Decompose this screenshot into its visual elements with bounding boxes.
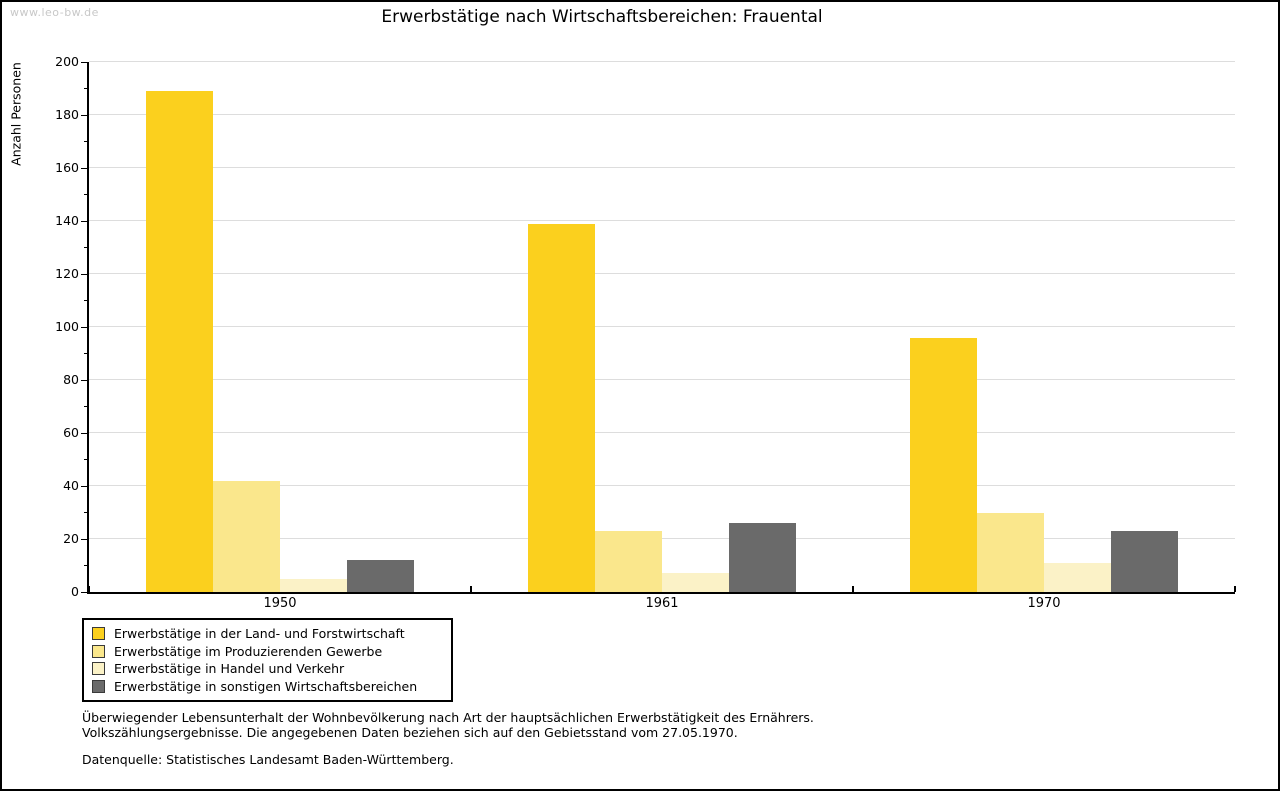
notes: Überwiegender Lebensunterhalt der Wohnbe… xyxy=(82,710,814,740)
legend-label: Erwerbstätige in der Land- und Forstwirt… xyxy=(114,626,405,642)
bar xyxy=(910,337,977,592)
category-label: 1970 xyxy=(1027,596,1061,611)
y-tick-label: 80 xyxy=(63,371,79,387)
y-minor-tick xyxy=(84,353,87,354)
y-major-tick xyxy=(81,432,87,434)
y-tick-label: 200 xyxy=(55,53,79,69)
y-major-tick xyxy=(81,485,87,487)
x-boundary-tick xyxy=(470,586,472,592)
y-major-tick xyxy=(81,114,87,116)
x-boundary-tick xyxy=(88,586,90,592)
y-minor-tick xyxy=(84,512,87,513)
y-minor-tick xyxy=(84,141,87,142)
y-major-tick xyxy=(81,326,87,328)
bar xyxy=(347,560,414,592)
bar xyxy=(595,531,662,592)
y-minor-tick xyxy=(84,194,87,195)
y-minor-tick xyxy=(84,300,87,301)
chart-title: Erwerbstätige nach Wirtschaftsbereichen:… xyxy=(381,7,823,27)
gridline xyxy=(89,273,1235,274)
gridline xyxy=(89,485,1235,486)
y-tick-label: 0 xyxy=(71,583,79,599)
bar xyxy=(213,480,280,592)
bar-group-1970 xyxy=(853,62,1235,592)
legend-swatch xyxy=(92,679,105,693)
gridline xyxy=(89,326,1235,327)
y-tick-label: 180 xyxy=(55,106,79,122)
legend-row: Erwerbstätige in sonstigen Wirtschaftsbe… xyxy=(92,678,443,696)
y-minor-tick xyxy=(84,88,87,89)
y-minor-tick xyxy=(84,247,87,248)
bar xyxy=(280,578,347,592)
gridline xyxy=(89,220,1235,221)
legend-swatch xyxy=(92,644,105,658)
x-boundary-tick xyxy=(852,586,854,592)
y-tick-label: 140 xyxy=(55,212,79,228)
legend-swatch xyxy=(92,627,105,641)
y-major-tick xyxy=(81,379,87,381)
gridline xyxy=(89,114,1235,115)
y-major-tick xyxy=(81,591,87,593)
category-label: 1950 xyxy=(263,596,297,611)
bar xyxy=(1111,531,1178,592)
x-boundary-tick xyxy=(1234,586,1236,592)
y-major-tick xyxy=(81,167,87,169)
data-source: Datenquelle: Statistisches Landesamt Bad… xyxy=(82,752,454,767)
bar xyxy=(1044,562,1111,592)
y-tick-label: 100 xyxy=(55,318,79,334)
y-tick-label: 60 xyxy=(63,424,79,440)
gridline xyxy=(89,61,1235,62)
y-minor-tick xyxy=(84,406,87,407)
note-line-1: Überwiegender Lebensunterhalt der Wohnbe… xyxy=(82,710,814,725)
note-line-2: Volkszählungsergebnisse. Die angegebenen… xyxy=(82,725,738,740)
y-major-tick xyxy=(81,538,87,540)
gridline xyxy=(89,432,1235,433)
legend: Erwerbstätige in der Land- und Forstwirt… xyxy=(82,618,453,702)
gridline xyxy=(89,167,1235,168)
watermark: www.leo-bw.de xyxy=(10,6,99,19)
bar xyxy=(662,573,729,592)
y-minor-tick xyxy=(84,459,87,460)
legend-row: Erwerbstätige in Handel und Verkehr xyxy=(92,660,443,678)
legend-swatch xyxy=(92,662,105,676)
y-major-tick xyxy=(81,61,87,63)
y-axis-title: Anzahl Personen xyxy=(8,62,24,166)
bar xyxy=(528,223,595,592)
y-tick-label: 160 xyxy=(55,159,79,175)
bar xyxy=(977,512,1044,592)
y-tick-label: 120 xyxy=(55,265,79,281)
plot-area: 0 20 40 60 80 100 120 140 160 180 200 1950 1961 1970 xyxy=(55,54,1236,611)
y-tick-label: 20 xyxy=(63,530,79,546)
gridline xyxy=(89,379,1235,380)
y-tick-label: 40 xyxy=(63,477,79,493)
y-minor-tick xyxy=(84,565,87,566)
y-major-tick xyxy=(81,273,87,275)
category-label: 1961 xyxy=(645,596,679,611)
legend-label: Erwerbstätige in sonstigen Wirtschaftsbe… xyxy=(114,678,418,694)
legend-row: Erwerbstätige im Produzierenden Gewerbe xyxy=(92,643,443,661)
bar xyxy=(729,523,796,592)
gridline xyxy=(89,538,1235,539)
legend-label: Erwerbstätige in Handel und Verkehr xyxy=(114,661,345,677)
bar-group-1950 xyxy=(89,62,471,592)
y-major-tick xyxy=(81,220,87,222)
legend-label: Erwerbstätige im Produzierenden Gewerbe xyxy=(114,643,383,659)
bar-group-1961 xyxy=(471,62,853,592)
bar xyxy=(146,91,213,592)
legend-row: Erwerbstätige in der Land- und Forstwirt… xyxy=(92,625,443,643)
